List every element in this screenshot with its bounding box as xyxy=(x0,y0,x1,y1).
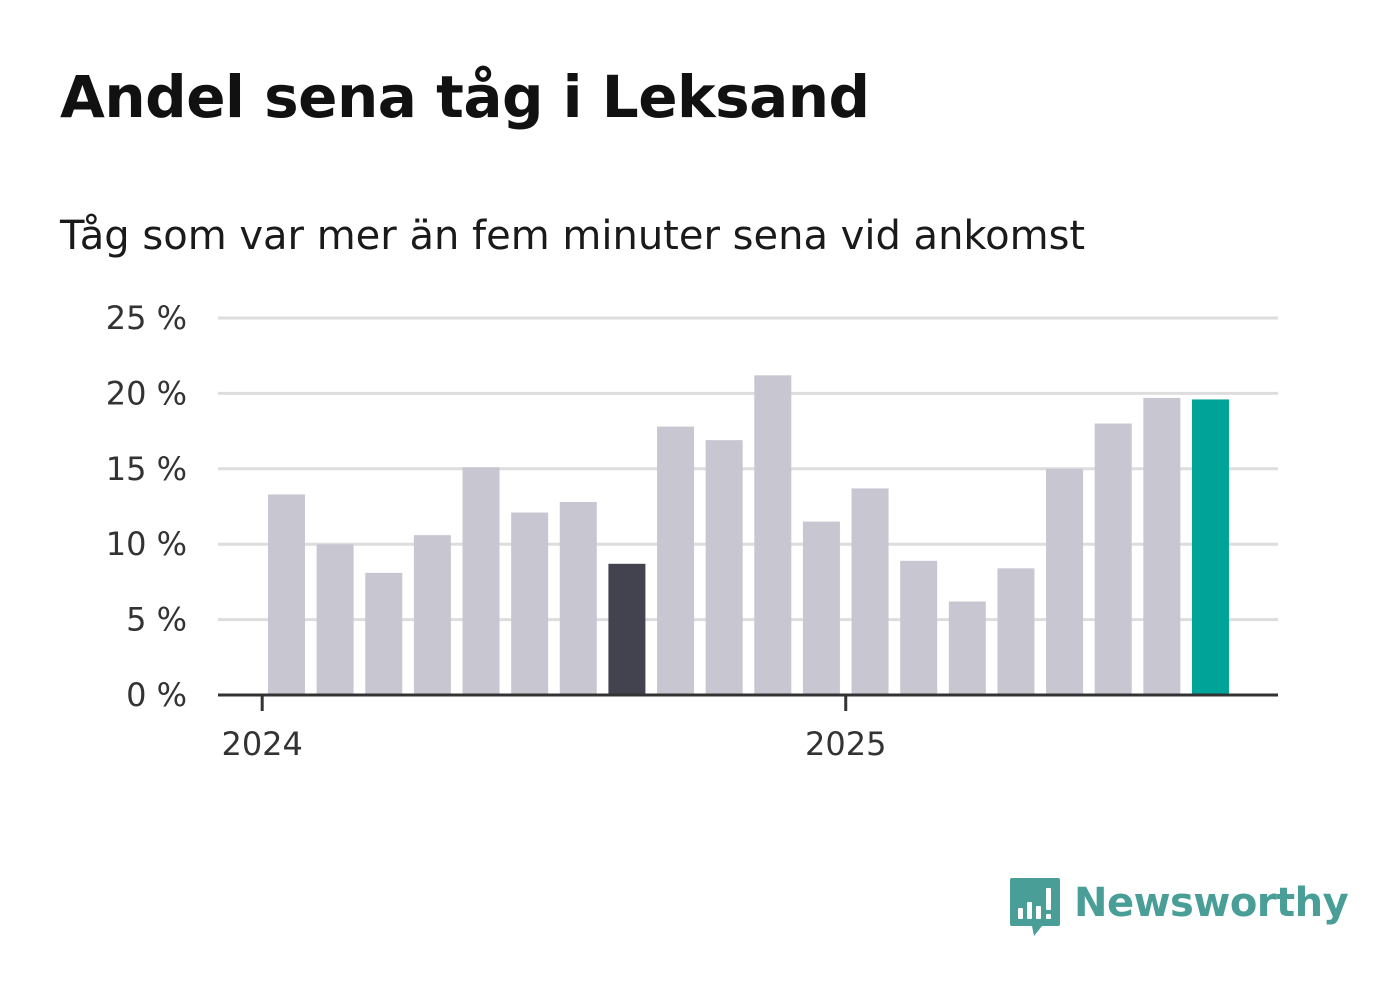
bar-2025-06 xyxy=(1094,423,1132,695)
bar-2024-08 xyxy=(608,563,646,695)
bar-2025-04 xyxy=(997,568,1035,695)
y-tick-label: 5 % xyxy=(126,601,187,639)
newsworthy-logo-icon xyxy=(1010,878,1060,936)
y-tick-label: 10 % xyxy=(106,525,187,563)
bar-2025-02 xyxy=(900,560,938,695)
bar-2025-03 xyxy=(948,601,986,695)
y-tick-label: 25 % xyxy=(106,299,187,337)
y-tick-label: 15 % xyxy=(106,450,187,488)
x-tick-label: 2024 xyxy=(221,725,302,763)
bar-2024-07 xyxy=(559,501,597,695)
x-tick-label: 2025 xyxy=(805,725,886,763)
bar-2025-05 xyxy=(1046,468,1084,695)
bars xyxy=(268,375,1229,695)
chart-title: Andel sena tåg i Leksand xyxy=(60,63,870,131)
bar-chart: 0 % 5 % 10 % 15 % 20 % 25 % 2024 2025 xyxy=(106,299,1278,763)
bar-2024-10 xyxy=(705,440,743,695)
bar-2024-12 xyxy=(802,521,840,695)
chart-subtitle: Tåg som var mer än fem minuter sena vid … xyxy=(60,213,1086,259)
bar-2025-08 xyxy=(1191,399,1229,695)
y-tick-label: 0 % xyxy=(126,676,187,714)
bar-2025-01 xyxy=(851,488,889,695)
bar-2025-07 xyxy=(1143,397,1181,695)
bar-2024-06 xyxy=(511,512,549,695)
bar-2024-02 xyxy=(316,544,354,695)
bar-2024-04 xyxy=(413,535,451,695)
brand-name: Newsworthy xyxy=(1074,880,1349,926)
y-axis-labels: 0 % 5 % 10 % 15 % 20 % 25 % xyxy=(106,299,187,714)
bar-2024-11 xyxy=(754,375,792,695)
bar-2024-09 xyxy=(657,426,695,695)
bar-2024-03 xyxy=(365,572,403,695)
x-axis: 2024 2025 xyxy=(218,693,1278,763)
y-tick-label: 20 % xyxy=(106,374,187,412)
bar-2024-01 xyxy=(268,494,305,695)
newsworthy-brand: Newsworthy xyxy=(1008,876,1349,940)
bar-2024-05 xyxy=(462,467,500,695)
